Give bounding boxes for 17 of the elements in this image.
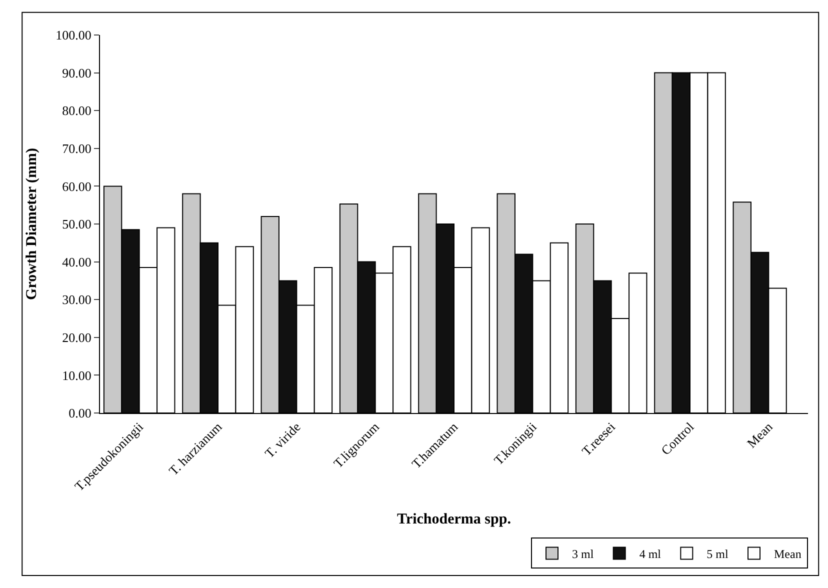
y-tick-label: 100.00 — [56, 28, 92, 43]
legend-label: 3 ml — [572, 546, 594, 561]
legend-label: 4 ml — [639, 546, 662, 561]
y-tick-label: 40.00 — [62, 254, 92, 270]
legend-label: Mean — [774, 546, 802, 561]
y-tick-label: 0.00 — [68, 406, 92, 421]
y-tick-label: 30.00 — [62, 292, 92, 308]
y-tick-label: 20.00 — [62, 330, 92, 345]
y-tick-label: 90.00 — [62, 65, 92, 80]
y-axis-title: Growth Diameter (mm) — [24, 148, 40, 300]
y-tick-label: 80.00 — [62, 103, 92, 118]
y-tick-label: 70.00 — [62, 140, 92, 156]
x-axis-title: Trichoderma spp. — [397, 512, 512, 528]
legend-label: 5 ml — [706, 546, 729, 561]
y-tick-label: 50.00 — [62, 216, 92, 232]
y-tick-label: 60.00 — [62, 178, 92, 194]
y-tick-label: 10.00 — [62, 368, 92, 383]
